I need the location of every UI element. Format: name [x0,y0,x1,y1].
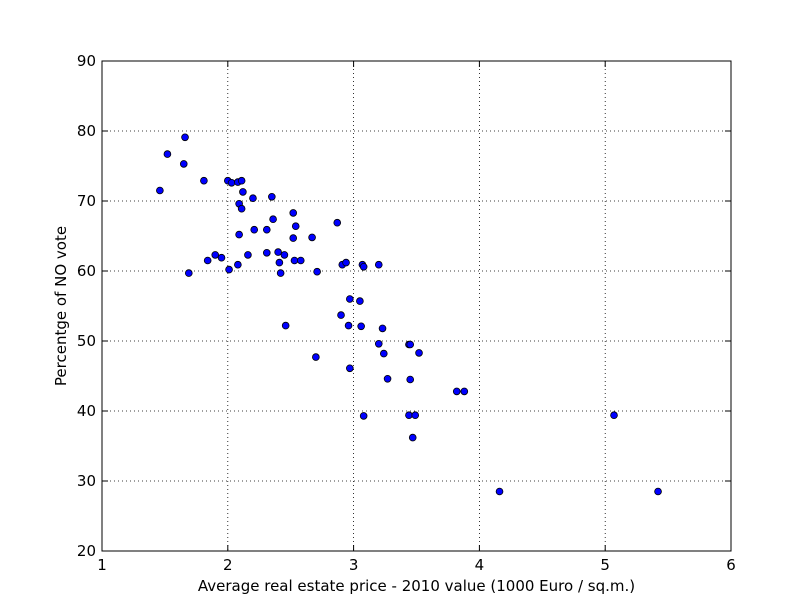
data-point [163,150,172,158]
data-point [235,230,243,239]
data-point [344,321,353,330]
data-point [342,258,350,267]
data-point [211,251,220,259]
y-tick-label: 80 [77,122,96,140]
data-point [654,487,662,496]
data-point [289,209,298,217]
data-point [415,349,423,357]
data-point [406,340,415,349]
data-point [308,233,316,242]
data-point [281,321,290,330]
grid-lines [102,61,731,551]
data-point [268,193,276,201]
x-tick-label: 5 [600,556,610,574]
plot-frame [101,60,732,552]
data-point [237,204,246,213]
axis-ticks [101,60,732,552]
x-tick-label: 1 [97,556,107,574]
data-point [460,387,469,396]
data-point [200,176,208,185]
y-tick-label: 90 [77,52,96,70]
data-point [337,311,345,319]
y-tick-label: 50 [77,332,96,350]
data-point [379,349,388,358]
data-point [290,256,299,265]
data-points [156,133,662,496]
data-point [312,353,320,361]
data-point [269,215,277,224]
x-tick-label: 3 [349,556,359,574]
data-point [452,387,461,396]
data-point [411,411,420,420]
data-point [313,267,321,276]
data-point [227,179,236,187]
y-tick-label: 60 [77,262,96,280]
data-point [346,364,354,373]
data-point [378,324,387,333]
data-point [296,256,305,265]
data-point [276,269,285,277]
data-point [156,186,164,195]
data-point [405,411,413,420]
data-point [274,248,282,256]
data-point [383,374,392,383]
data-point [359,412,368,420]
data-point [179,160,188,168]
data-point [357,322,365,331]
data-point [610,411,618,420]
data-point [262,249,271,257]
data-point [250,225,259,234]
data-point [185,269,193,277]
data-point [237,176,246,185]
plot-area [102,61,731,551]
data-point [275,258,284,267]
data-point [225,265,233,274]
data-point [291,222,300,231]
y-tick-label: 70 [77,192,96,210]
data-point [374,260,383,269]
data-point [346,295,354,303]
data-point [203,256,212,265]
data-point [406,375,415,384]
data-point [239,188,247,196]
y-tick-label: 20 [77,542,96,560]
data-point [289,234,298,242]
data-point [262,225,271,234]
data-point [249,194,257,203]
y-tick-label: 30 [77,472,96,490]
y-axis-label: Percentge of NO vote [52,226,70,386]
data-point [333,218,342,227]
data-point [356,297,364,305]
data-point [280,251,289,259]
data-point [217,253,226,262]
data-point [408,433,417,442]
data-point [374,339,383,348]
data-point [244,251,252,259]
x-tick-label: 4 [475,556,485,574]
data-point [495,487,504,496]
x-tick-label: 2 [223,556,233,574]
data-point [359,262,368,271]
tick-labels: 1 2 3 4 5 6 20 30 40 50 60 70 80 90 [77,52,736,574]
y-tick-label: 40 [77,402,96,420]
data-point [181,133,189,142]
x-tick-label: 6 [726,556,736,574]
x-axis-label: Average real estate price - 2010 value (… [198,577,635,595]
data-point [234,260,242,269]
